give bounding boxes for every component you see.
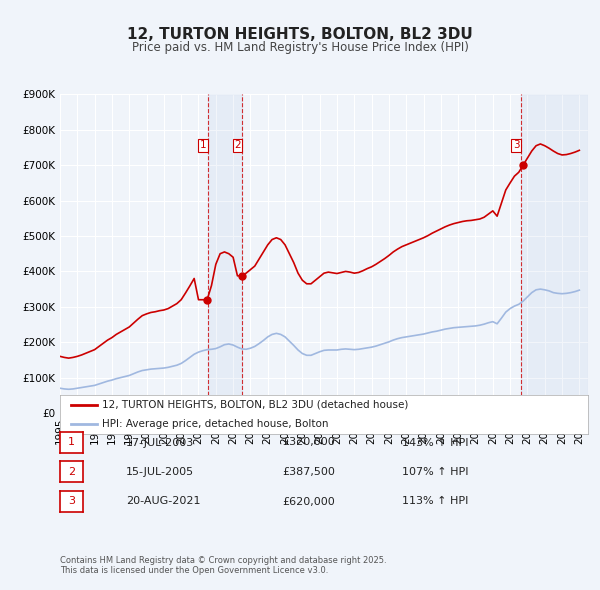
Text: 3: 3: [68, 496, 75, 506]
Text: 12, TURTON HEIGHTS, BOLTON, BL2 3DU: 12, TURTON HEIGHTS, BOLTON, BL2 3DU: [127, 27, 473, 41]
Text: HPI: Average price, detached house, Bolton: HPI: Average price, detached house, Bolt…: [102, 419, 329, 429]
Text: £320,000: £320,000: [282, 438, 335, 447]
Text: 15-JUL-2005: 15-JUL-2005: [126, 467, 194, 477]
Text: 2: 2: [68, 467, 75, 477]
Text: 3: 3: [513, 140, 520, 150]
Text: 20-AUG-2021: 20-AUG-2021: [126, 497, 200, 506]
Text: 1: 1: [68, 437, 75, 447]
Bar: [521, 94, 588, 413]
Text: 2: 2: [234, 140, 241, 150]
Text: 1: 1: [199, 140, 206, 150]
Text: 12, TURTON HEIGHTS, BOLTON, BL2 3DU (detached house): 12, TURTON HEIGHTS, BOLTON, BL2 3DU (det…: [102, 400, 409, 410]
Text: Contains HM Land Registry data © Crown copyright and database right 2025.
This d: Contains HM Land Registry data © Crown c…: [60, 556, 386, 575]
Text: 143% ↑ HPI: 143% ↑ HPI: [402, 438, 469, 447]
Text: £387,500: £387,500: [282, 467, 335, 477]
Text: 107% ↑ HPI: 107% ↑ HPI: [402, 467, 469, 477]
Text: 17-JUL-2003: 17-JUL-2003: [126, 438, 194, 447]
Text: £620,000: £620,000: [282, 497, 335, 506]
Bar: [208, 94, 242, 413]
Text: Price paid vs. HM Land Registry's House Price Index (HPI): Price paid vs. HM Land Registry's House …: [131, 41, 469, 54]
Text: 113% ↑ HPI: 113% ↑ HPI: [402, 497, 469, 506]
